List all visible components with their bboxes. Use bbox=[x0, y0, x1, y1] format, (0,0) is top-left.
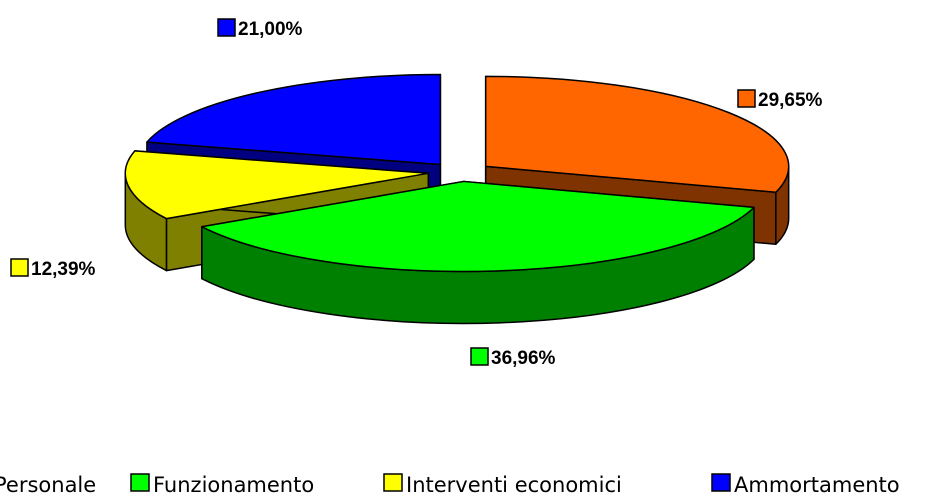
legend-swatch bbox=[130, 473, 150, 492]
data-label-swatch bbox=[217, 18, 236, 37]
legend-swatch bbox=[383, 473, 403, 492]
legend-item-personale: Personale bbox=[0, 473, 96, 497]
data-label-text: 29,65% bbox=[758, 90, 823, 111]
pie-slice-top bbox=[146, 73, 442, 166]
pie-slice-funzionamento bbox=[201, 180, 755, 325]
legend-label: Ammortamento bbox=[734, 473, 900, 497]
pie-slice-top bbox=[201, 180, 755, 273]
data-label-funzionamento: 36,96% bbox=[470, 347, 556, 369]
legend-label: Funzionamento bbox=[153, 473, 314, 497]
data-label-interventi: 12,39% bbox=[10, 258, 96, 280]
legend-label: Personale bbox=[0, 473, 96, 497]
legend-label: Interventi economici bbox=[406, 473, 622, 497]
data-label-text: 21,00% bbox=[238, 19, 303, 40]
data-label-text: 36,96% bbox=[491, 348, 556, 369]
data-labels: 29,65% 36,96% 12,39% 21,00% bbox=[10, 18, 823, 369]
pie-slice-top bbox=[124, 150, 430, 220]
legend-item-funzionamento: Funzionamento bbox=[130, 473, 314, 497]
legend-swatch bbox=[711, 473, 731, 492]
data-label-swatch bbox=[470, 347, 489, 366]
pie-slices bbox=[124, 73, 790, 325]
legend: Personale Funzionamento Interventi econo… bbox=[0, 473, 900, 497]
pie-slice-top bbox=[484, 75, 790, 194]
data-label-personale: 29,65% bbox=[737, 89, 823, 111]
data-label-text: 12,39% bbox=[31, 259, 96, 280]
legend-item-ammortamento: Ammortamento bbox=[711, 473, 900, 497]
data-label-swatch bbox=[10, 258, 29, 277]
data-label-swatch bbox=[737, 89, 756, 108]
data-label-ammortamento: 21,00% bbox=[217, 18, 303, 40]
legend-item-interventi: Interventi economici bbox=[383, 473, 622, 497]
